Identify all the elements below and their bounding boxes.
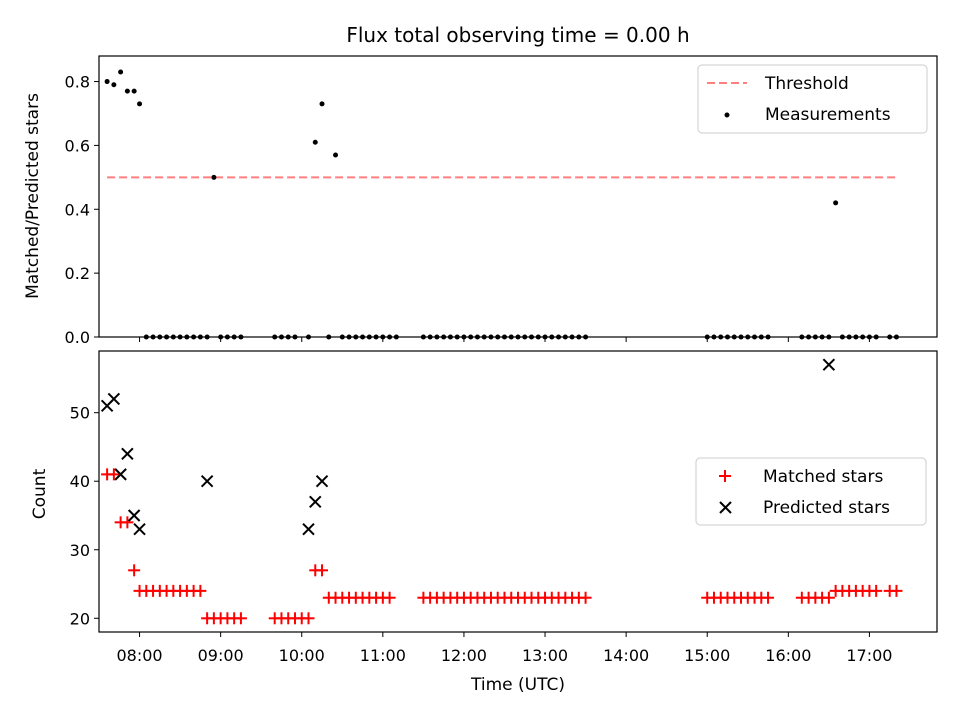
bottom-x-tick-label: 10:00 [279,646,325,665]
measurement-point [131,88,137,94]
measurement-point [137,101,143,107]
top-x-ticks [139,337,870,342]
measurement-point [319,101,325,107]
measurements-legend-label: Measurements [765,105,891,125]
bottom-y-tick-label: 30 [70,541,90,560]
bottom-axes-frame [98,350,938,633]
measurement-point [833,200,839,206]
bottom-y-tick-label: 50 [70,404,90,423]
bottom-legend: Matched stars Predicted stars [695,457,927,526]
predicted-star-point [121,447,134,461]
top-legend-box [697,64,928,134]
top-axes-frame [98,55,938,338]
top-panel: 0.00.20.40.60.8 Matched/Predicted stars … [23,55,938,347]
predicted-star-point [107,392,121,406]
bottom-y-tick-label: 20 [70,609,90,628]
measurement-point [111,82,117,88]
threshold-legend-label: Threshold [764,74,849,94]
matched-star-point [316,564,329,577]
bottom-x-tick-label: 11:00 [360,646,406,665]
matched-star-point [302,612,315,625]
measurements-legend-swatch [724,112,730,118]
matched-star-point [128,564,141,577]
matched-legend-label: Matched stars [763,467,883,487]
bottom-x-tick-label: 14:00 [603,646,649,665]
bottom-x-tick-label: 09:00 [198,646,244,665]
predicted-star-point [822,358,836,371]
predicted-legend-swatch [719,501,732,514]
bottom-x-tick-label: 16:00 [765,646,811,665]
matched-star-point [822,591,835,604]
measurement-point [211,174,217,180]
top-y-axis-label: Matched/Predicted stars [23,93,43,299]
matched-star-point [383,591,396,604]
measurement-point [124,88,130,94]
predicted-star-point [200,475,214,488]
chart-title: Flux total observing time = 0.00 h [346,23,689,47]
top-legend: Threshold Measurements [697,64,928,134]
top-y-tick-label: 0.6 [65,136,90,155]
top-y-tick-label: 0.0 [65,328,90,347]
predicted-star-point [315,475,329,488]
bottom-panel: 20 30 40 50 08:00 09:00 10:00 11:00 12:00 13:00 1… [30,350,938,695]
matched-stars-points [101,468,903,625]
bottom-x-tick-label: 17:00 [846,646,892,665]
predicted-stars-points [100,358,836,536]
matched-star-point [234,612,247,625]
bottom-y-axis-label: Count [30,468,50,519]
measurement-point [333,152,339,158]
matched-star-point [579,591,592,604]
bottom-x-tick-label: 13:00 [522,646,568,665]
bottom-legend-box [695,457,927,526]
predicted-star-point [114,468,127,481]
matched-star-point [194,584,207,597]
bottom-x-axis-label: Time (UTC) [470,675,565,695]
measurement-point [118,69,124,75]
matched-star-point [107,468,120,481]
predicted-star-point [133,522,146,536]
bottom-x-ticks: 08:00 09:00 10:00 11:00 12:00 13:00 14:00 15:00… [116,632,892,665]
bottom-x-tick-label: 12:00 [441,646,487,665]
bottom-y-ticks: 20 30 40 50 [70,404,99,628]
top-y-tick-label: 0.2 [65,264,90,283]
measurement-point [104,79,110,85]
predicted-star-point [309,495,322,508]
measurement-point [312,139,318,145]
bottom-x-tick-label: 15:00 [684,646,730,665]
predicted-star-point [302,522,315,536]
top-y-tick-label: 0.8 [65,73,90,92]
matched-star-point [870,584,883,597]
matched-star-point [762,591,775,604]
predicted-legend-label: Predicted stars [763,498,890,518]
predicted-star-point [127,509,141,522]
bottom-x-tick-label: 08:00 [116,646,162,665]
bottom-y-tick-label: 40 [70,472,90,491]
matched-legend-swatch [719,470,731,482]
matched-star-point [121,516,134,529]
top-y-ticks: 0.0 0.2 0.4 0.6 0.8 [65,73,99,347]
matched-star-point [890,584,903,597]
top-y-tick-label: 0.4 [65,200,90,219]
